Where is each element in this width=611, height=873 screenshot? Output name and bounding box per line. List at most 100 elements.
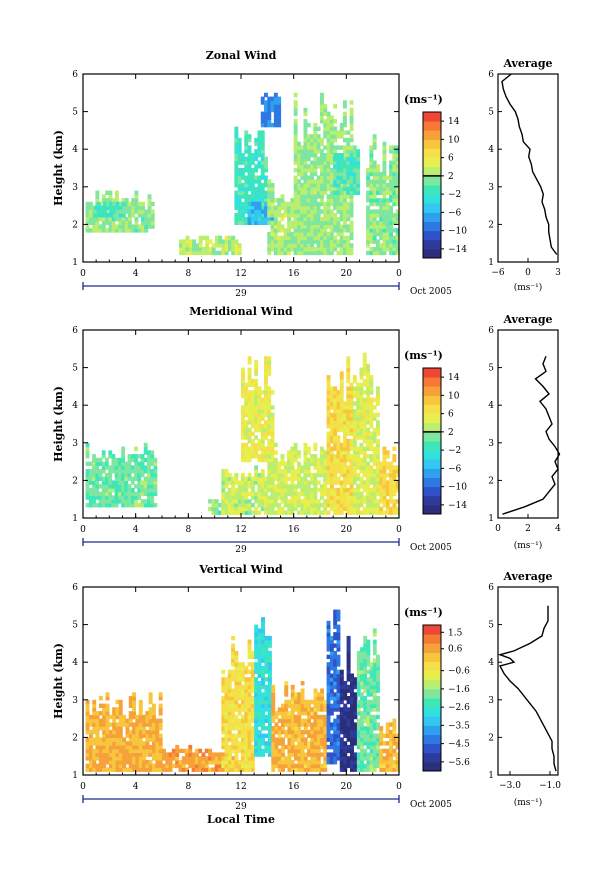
zonal-data-cell xyxy=(333,134,338,139)
zonal-data-cell xyxy=(85,228,90,233)
zonal-data-cell xyxy=(214,239,219,244)
meridional-data-cell xyxy=(385,484,390,489)
vertical-data-cell xyxy=(128,737,133,742)
vertical-data-cell xyxy=(310,763,315,769)
vertical-data-cell xyxy=(257,639,262,644)
vertical-data-cell xyxy=(254,654,259,660)
vertical-data-cell xyxy=(152,767,156,772)
vertical-data-cell xyxy=(353,767,358,772)
zonal-data-block xyxy=(333,145,361,195)
vertical-data-cell xyxy=(155,733,160,738)
zonal-data-cell xyxy=(188,250,193,256)
meridional-data-cell xyxy=(333,439,338,444)
vertical-data-cell xyxy=(294,703,298,708)
meridional-data-cell xyxy=(287,476,291,481)
meridional-data-cell xyxy=(270,405,275,410)
vertical-data-cell xyxy=(194,756,199,761)
zonal-data-cell xyxy=(316,179,321,184)
meridional-data-cell xyxy=(254,510,259,515)
vertical-data-cell xyxy=(257,718,262,723)
zonal-data-cell xyxy=(280,194,285,199)
meridional-data-cell xyxy=(140,487,145,493)
zonal-data-cell xyxy=(313,250,318,256)
zonal-data-cell xyxy=(260,194,265,199)
zonal-data-cell xyxy=(297,183,301,188)
meridional-data-cell xyxy=(356,405,361,410)
meridional-data-cell xyxy=(303,506,308,512)
meridional-data-cell xyxy=(392,457,397,463)
zonal-data-cell xyxy=(336,164,341,169)
vertical-data-cell xyxy=(261,677,265,682)
vertical-data-cell xyxy=(237,733,242,738)
zonal-data-cell xyxy=(306,141,311,147)
zonal-data-cell xyxy=(316,164,321,169)
vertical-data-cell xyxy=(152,741,156,746)
zonal-data-cell xyxy=(385,209,390,214)
zonal-data-cell xyxy=(392,228,397,233)
vertical-data-cell xyxy=(267,681,272,686)
vertical-data-cell xyxy=(155,729,160,735)
meridional-ylabel: Height (km) xyxy=(52,386,65,462)
vertical-data-cell xyxy=(85,699,90,705)
vertical-data-cell xyxy=(320,763,324,769)
vertical-data-cell xyxy=(274,726,279,731)
vertical-data-cell xyxy=(241,767,245,772)
meridional-data-cell xyxy=(250,393,255,399)
zonal-data-cell xyxy=(382,235,387,241)
zonal-data-cell xyxy=(264,119,268,124)
meridional-data-cell xyxy=(310,454,314,459)
vertical-data-cell xyxy=(329,681,334,686)
zonal-data-cell xyxy=(333,243,338,248)
zonal-data-cell xyxy=(264,205,268,210)
vertical-data-cell xyxy=(281,726,285,731)
meridional-data-cell xyxy=(267,356,272,361)
meridional-data-cell xyxy=(339,503,344,508)
zonal-data-cell xyxy=(303,137,308,143)
vertical-data-cell xyxy=(142,760,146,765)
meridional-data-cell xyxy=(250,487,255,493)
zonal-data-cell xyxy=(316,243,321,248)
vertical-data-cell xyxy=(277,729,282,735)
zonal-data-cell xyxy=(352,156,357,162)
zonal-data-cell xyxy=(343,164,347,169)
meridional-data-cell xyxy=(127,469,132,474)
zonal-data-cell xyxy=(333,119,338,124)
vertical-data-cell xyxy=(138,714,143,720)
zonal-data-cell xyxy=(313,149,318,154)
meridional-data-cell xyxy=(267,446,272,451)
vertical-data-cell xyxy=(155,767,160,772)
meridional-data-cell xyxy=(88,499,93,504)
vertical-data-cell xyxy=(125,722,130,727)
zonal-data-cell xyxy=(270,183,275,188)
vertical-data-cell xyxy=(264,699,269,705)
meridional-data-cell xyxy=(352,476,357,481)
meridional-data-cell xyxy=(260,491,265,497)
zonal-xtick-label: 0 xyxy=(80,269,86,279)
vertical-data-cell xyxy=(241,729,245,735)
zonal-data-cell xyxy=(228,235,232,241)
vertical-data-cell xyxy=(138,760,143,765)
vertical-data-cell xyxy=(336,737,341,742)
meridional-data-cell xyxy=(379,472,384,478)
zonal-data-cell xyxy=(121,224,126,229)
meridional-data-cell xyxy=(379,480,384,485)
vertical-data-cell xyxy=(227,681,232,686)
meridional-data-cell xyxy=(382,469,387,474)
zonal-data-cell xyxy=(237,179,242,184)
meridional-data-cell xyxy=(98,503,103,508)
vertical-data-cell xyxy=(241,666,245,671)
meridional-data-cell xyxy=(118,495,122,500)
vertical-data-cell xyxy=(231,718,235,723)
meridional-data-cell xyxy=(339,484,344,489)
vertical-data-cell xyxy=(95,726,100,731)
meridional-data-cell xyxy=(376,487,380,493)
vertical-data-cell xyxy=(294,752,298,757)
meridional-data-cell xyxy=(101,454,106,459)
zonal-data-cell xyxy=(134,224,139,229)
meridional-data-cell xyxy=(221,472,226,478)
zonal-data-cell xyxy=(313,216,318,222)
meridional-data-cell xyxy=(241,510,245,515)
vertical-data-cell xyxy=(257,662,262,667)
zonal-data-cell xyxy=(376,224,380,229)
zonal-data-cell xyxy=(128,201,132,207)
